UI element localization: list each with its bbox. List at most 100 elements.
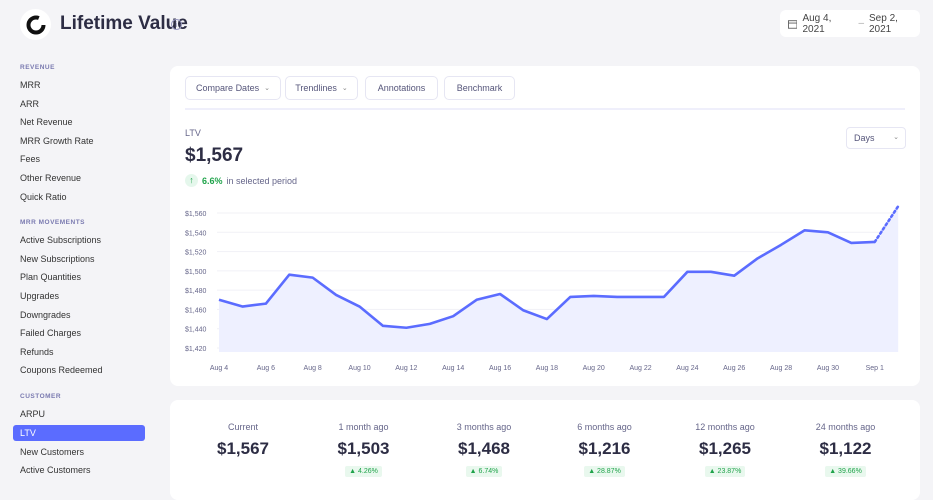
sidebar-section-label: REVENUE	[20, 64, 55, 71]
x-tick-label: Aug 30	[817, 365, 839, 372]
stat-value: $1,265	[699, 439, 751, 458]
y-tick-label: $1,520	[185, 250, 207, 257]
stat-change-badge: ▲ 28.87%	[584, 466, 625, 477]
x-tick-label: Aug 6	[257, 365, 275, 372]
x-tick-label: Aug 12	[395, 365, 417, 372]
sidebar-item-new-subscriptions[interactable]: New Subscriptions	[20, 253, 95, 264]
stat-label: 3 months ago	[456, 422, 512, 432]
stat-column: 3 months ago $1,468 ▲ 6.74%	[424, 422, 544, 478]
series-line	[218, 229, 875, 330]
date-separator: –	[858, 18, 864, 29]
stat-label: 6 months ago	[577, 422, 632, 432]
y-tick-label: $1,500	[185, 269, 207, 276]
stat-value: $1,216	[578, 439, 631, 458]
date-end: Sep 2, 2021	[869, 12, 898, 35]
sidebar-item-fees[interactable]: Fees	[20, 154, 41, 165]
stats-card: Current $1,567 1 month ago $1,503 ▲ 4.26% 3 m…	[170, 400, 920, 500]
x-tick-label: Aug 24	[676, 365, 698, 372]
stat-value: $1,567	[217, 439, 269, 458]
sidebar-item-mrr-growth-rate[interactable]: MRR Growth Rate	[20, 135, 94, 146]
sidebar-item-mrr[interactable]: MRR	[20, 80, 41, 90]
sidebar-item-plan-quantities[interactable]: Plan Quantities	[20, 272, 82, 283]
sidebar-item-other-revenue[interactable]: Other Revenue	[20, 172, 82, 183]
y-tick-label: $1,460	[185, 307, 207, 314]
stat-column: Current $1,567	[183, 422, 303, 459]
metric-change: ↑ 6.6% in selected period	[185, 174, 297, 187]
x-tick-label: Sep 1	[866, 365, 884, 372]
sidebar-item-ltv[interactable]: LTV	[13, 424, 145, 441]
compare-dates-button[interactable]: Compare Dates ⌄	[185, 76, 281, 100]
benchmark-label: Benchmark	[456, 83, 503, 93]
metric-label: LTV	[185, 128, 201, 138]
x-tick-label: Aug 26	[723, 365, 745, 372]
stat-change-badge: ▲ 6.74%	[465, 466, 503, 477]
sidebar-item-coupons-redeemed[interactable]: Coupons Redeemed	[20, 365, 103, 376]
divider	[185, 108, 905, 110]
app-logo[interactable]	[20, 9, 51, 40]
sidebar-item-active-customers[interactable]: Active Customers	[20, 465, 91, 476]
y-tick-label: $1,560	[185, 211, 207, 218]
stat-value: $1,503	[337, 439, 390, 458]
benchmark-button[interactable]: Benchmark	[444, 76, 515, 100]
trendlines-label: Trendlines	[295, 83, 337, 93]
change-suffix: in selected period	[226, 175, 298, 186]
stat-column: 12 months ago $1,265 ▲ 23.87%	[665, 422, 785, 478]
y-tick-label: $1,480	[185, 288, 207, 295]
x-tick-label: Aug 22	[629, 365, 651, 372]
info-icon[interactable]: i	[171, 19, 182, 30]
x-tick-label: Aug 28	[770, 365, 792, 372]
sidebar-item-arr[interactable]: ARR	[20, 98, 40, 109]
stat-change-badge: ▲ 39.66%	[825, 466, 866, 477]
area-fill	[219, 206, 899, 352]
stat-label: 24 months ago	[815, 422, 876, 432]
stat-label: Current	[227, 422, 258, 432]
sidebar-item-new-customers[interactable]: New Customers	[20, 446, 85, 457]
ltv-line-chart: $1,420 $1,440 $1,460 $1,480 $1,500 $1,520 $1,5…	[185, 204, 900, 372]
stat-column: 24 months ago $1,122 ▲ 39.66%	[786, 422, 906, 478]
date-range-picker[interactable]: Aug 4, 2021 – Sep 2, 2021	[780, 10, 920, 37]
sidebar-item-active-subscriptions[interactable]: Active Subscriptions	[20, 235, 102, 246]
date-start: Aug 4, 2021	[802, 12, 832, 35]
y-tick-label: $1,440	[185, 327, 207, 334]
stat-value: $1,122	[819, 439, 872, 458]
stat-column: 1 month ago $1,503 ▲ 4.26%	[304, 422, 424, 478]
y-tick-label: $1,420	[185, 346, 207, 353]
interval-value: Days	[854, 133, 875, 143]
interval-select[interactable]: Days ⌄	[846, 127, 906, 149]
chevron-down-icon: ⌄	[893, 134, 899, 141]
x-tick-label: Aug 8	[304, 365, 322, 372]
sidebar-item-downgrades[interactable]: Downgrades	[20, 309, 71, 320]
x-tick-label: Aug 16	[489, 365, 511, 372]
sidebar-item-refunds[interactable]: Refunds	[20, 346, 54, 357]
logo-icon	[26, 15, 45, 34]
chart-card: Compare Dates ⌄ Trendlines ⌄ Annotations B…	[170, 66, 920, 386]
trendlines-button[interactable]: Trendlines ⌄	[285, 76, 358, 100]
metric-value: $1,567	[185, 145, 244, 166]
sidebar: REVENUE MRR ARR Net Revenue MRR Growth Rate F…	[0, 60, 160, 480]
x-tick-label: Aug 18	[536, 365, 558, 372]
annotations-label: Annotations	[377, 83, 426, 93]
x-tick-label: Aug 14	[442, 365, 464, 372]
sidebar-item-failed-charges[interactable]: Failed Charges	[20, 328, 82, 339]
x-tick-label: Aug 20	[583, 365, 605, 372]
stat-change-badge: ▲ 4.26%	[345, 466, 382, 477]
page-title: Lifetime Value	[60, 13, 188, 34]
x-tick-label: Aug 4	[210, 365, 228, 372]
stat-change-badge: ▲ 23.87%	[704, 466, 746, 477]
change-percent: 6.6%	[202, 175, 223, 186]
stat-label: 12 months ago	[695, 422, 755, 432]
sidebar-item-arpu[interactable]: ARPU	[20, 408, 46, 419]
sidebar-item-quick-ratio[interactable]: Quick Ratio	[20, 191, 67, 202]
arrow-up-icon: ↑	[185, 174, 198, 187]
chevron-down-icon: ⌄	[264, 85, 270, 92]
sidebar-item-upgrades[interactable]: Upgrades	[20, 290, 60, 301]
annotations-button[interactable]: Annotations	[365, 76, 438, 100]
chevron-down-icon: ⌄	[341, 85, 348, 92]
sidebar-section-label: MRR MOVEMENTS	[20, 219, 85, 227]
stat-label: 1 month ago	[338, 422, 389, 432]
sidebar-item-net-revenue[interactable]: Net Revenue	[20, 117, 73, 128]
x-tick-label: Aug 10	[348, 365, 370, 372]
sidebar-section-label: CUSTOMER	[20, 392, 62, 400]
stat-value: $1,468	[458, 439, 510, 458]
y-tick-label: $1,540	[185, 230, 207, 237]
